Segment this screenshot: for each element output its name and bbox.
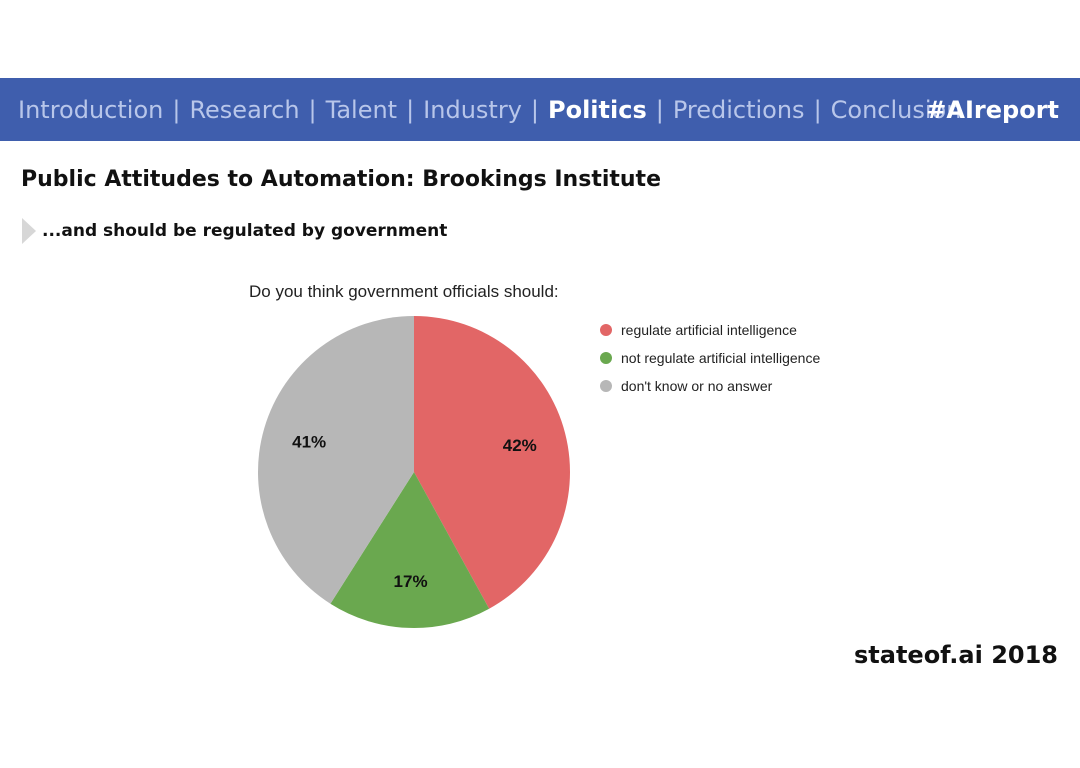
- pie-slice: [257, 316, 414, 604]
- nav-item-industry[interactable]: Industry: [423, 95, 522, 124]
- legend-swatch: [600, 380, 612, 392]
- legend-item: not regulate artificial intelligence: [600, 344, 820, 372]
- pie-slice: [330, 472, 490, 628]
- nav-separator: |: [308, 95, 317, 124]
- hashtag: #AIreport: [926, 95, 1059, 124]
- nav-item-introduction[interactable]: Introduction: [18, 95, 164, 124]
- slice-data-label: 42%: [503, 436, 537, 455]
- nav-item-politics[interactable]: Politics: [547, 95, 647, 124]
- header-bar: Introduction | Research | Talent | Industry | Po…: [0, 78, 1080, 141]
- footer-brand: stateof.ai 2018: [853, 641, 1058, 669]
- nav-separator: |: [813, 95, 822, 124]
- slice-data-label: 41%: [292, 433, 326, 452]
- nav-separator: |: [406, 95, 415, 124]
- legend-label: regulate artificial intelligence: [621, 322, 797, 338]
- nav-item-predictions[interactable]: Predictions: [672, 95, 805, 124]
- legend-item: don't know or no answer: [600, 372, 820, 400]
- nav-item-conclusion[interactable]: Conclusion: [830, 95, 962, 124]
- legend-label: don't know or no answer: [621, 378, 773, 394]
- section-nav: Introduction | Research | Talent | Industry | Po…: [18, 78, 961, 141]
- nav-separator: |: [655, 95, 664, 124]
- slide-subtitle: ...and should be regulated by government: [42, 221, 448, 241]
- nav-item-research[interactable]: Research: [189, 95, 300, 124]
- legend-label: not regulate artificial intelligence: [621, 350, 821, 366]
- slide-title: Public Attitudes to Automation: Brooking…: [21, 167, 661, 192]
- chevron-right-icon: [22, 218, 36, 244]
- chart-legend: regulate artificial intelligence not regu…: [600, 316, 820, 400]
- subtitle-row: ...and should be regulated by government: [22, 218, 447, 244]
- pie-slice: [414, 316, 570, 609]
- nav-item-talent[interactable]: Talent: [325, 95, 398, 124]
- slice-data-label: 17%: [394, 572, 428, 591]
- legend-swatch: [600, 324, 612, 336]
- nav-separator: |: [530, 95, 539, 124]
- chart-title: Do you think government officials should…: [249, 282, 559, 301]
- legend-item: regulate artificial intelligence: [600, 316, 820, 344]
- nav-separator: |: [172, 95, 181, 124]
- legend-swatch: [600, 352, 612, 364]
